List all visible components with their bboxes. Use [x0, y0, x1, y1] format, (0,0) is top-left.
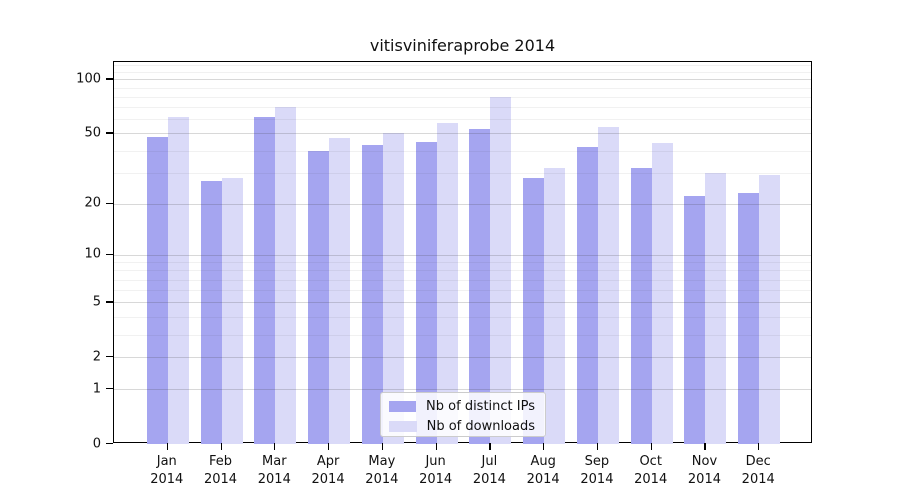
- x-tick-label-jul: Jul 2014: [472, 454, 506, 487]
- bar-downloads-aug: [544, 167, 566, 444]
- y-tick-mark-0: [106, 443, 113, 445]
- gridline-minor-4: [114, 316, 811, 318]
- y-tick-label-0: 0: [92, 436, 101, 451]
- gridline-minor-80: [114, 96, 811, 98]
- bar-distinct-ips-apr: [308, 150, 330, 444]
- bar-distinct-ips-aug: [523, 178, 545, 444]
- gridline-20: [114, 203, 811, 205]
- bar-distinct-ips-jul: [469, 128, 491, 444]
- gridline-minor-70: [114, 107, 811, 109]
- y-tick-mark-10: [106, 253, 113, 255]
- legend-label-downloads: Nb of downloads: [426, 419, 535, 434]
- x-tick-label-oct: Oct 2014: [634, 454, 668, 487]
- gridline-2: [114, 357, 811, 359]
- legend-label-distinct-ips: Nb of distinct IPs: [426, 399, 535, 414]
- bar-downloads-jul: [490, 96, 512, 444]
- gridline-minor-90: [114, 87, 811, 89]
- gridline-minor-40: [114, 150, 811, 152]
- bar-distinct-ips-jan: [146, 136, 168, 444]
- gridline-minor-120: [114, 65, 811, 67]
- x-tick-mark-jan: [166, 443, 168, 450]
- y-tick-mark-20: [106, 202, 113, 204]
- bar-downloads-feb: [221, 178, 243, 444]
- bar-downloads-sep: [597, 127, 619, 444]
- gridline-1: [114, 389, 811, 391]
- x-tick-mark-nov: [704, 443, 706, 450]
- gridline-minor-6: [114, 290, 811, 292]
- legend-swatch-distinct-ips: [389, 401, 417, 412]
- bar-distinct-ips-dec: [738, 192, 760, 444]
- x-tick-mark-feb: [220, 443, 222, 450]
- y-tick-mark-50: [106, 132, 113, 134]
- bar-downloads-jun: [436, 123, 458, 444]
- bar-distinct-ips-may: [361, 145, 383, 444]
- x-tick-mark-sep: [596, 443, 599, 450]
- x-tick-mark-oct: [650, 443, 652, 450]
- y-tick-label-10: 10: [84, 246, 101, 262]
- y-tick-label-20: 20: [84, 195, 101, 211]
- x-tick-label-may: May 2014: [365, 454, 399, 487]
- legend-swatch-downloads: [389, 421, 417, 432]
- x-tick-mark-may: [381, 443, 384, 450]
- y-tick-mark-2: [106, 356, 113, 358]
- y-tick-mark-100: [106, 78, 113, 80]
- x-tick-label-sep: Sep 2014: [580, 454, 614, 487]
- gridline-50: [114, 133, 811, 135]
- bar-distinct-ips-nov: [684, 196, 706, 444]
- x-tick-label-mar: Mar 2014: [257, 454, 291, 487]
- y-tick-label-5: 5: [92, 294, 101, 310]
- x-tick-label-jan: Jan 2014: [150, 454, 184, 487]
- gridline-minor-30: [114, 172, 811, 174]
- chart-title: vitisviniferaprobe 2014: [369, 36, 556, 55]
- bar-downloads-jan: [167, 116, 189, 444]
- x-tick-mark-dec: [758, 443, 760, 450]
- x-tick-label-aug: Aug 2014: [526, 454, 560, 487]
- gridline-minor-7: [114, 279, 811, 281]
- y-tick-label-2: 2: [92, 349, 101, 365]
- plot-area: [113, 61, 812, 444]
- bar-distinct-ips-jun: [415, 141, 437, 444]
- x-tick-mark-mar: [274, 443, 276, 450]
- gridline-10: [114, 254, 811, 256]
- bar-distinct-ips-feb: [200, 180, 222, 444]
- y-tick-label-1: 1: [92, 381, 101, 397]
- bar-downloads-mar: [275, 107, 297, 444]
- x-tick-label-feb: Feb 2014: [203, 454, 238, 487]
- bar-distinct-ips-oct: [630, 167, 652, 444]
- x-tick-mark-apr: [328, 443, 330, 450]
- bar-distinct-ips-sep: [576, 146, 598, 444]
- gridline-minor-9: [114, 262, 811, 264]
- bar-downloads-may: [382, 133, 404, 444]
- y-tick-mark-5: [106, 301, 113, 303]
- y-tick-label-50: 50: [84, 125, 101, 141]
- gridline-minor-8: [114, 270, 811, 272]
- bar-downloads-nov: [705, 172, 727, 444]
- y-tick-mark-1: [106, 388, 113, 390]
- x-tick-label-apr: Apr 2014: [311, 454, 345, 487]
- bar-downloads-apr: [329, 138, 351, 444]
- legend-row-downloads: Nb of downloads: [389, 419, 535, 434]
- y-tick-label-100: 100: [76, 71, 101, 87]
- bar-downloads-oct: [651, 143, 673, 444]
- legend-row-distinct-ips: Nb of distinct IPs: [389, 399, 535, 414]
- x-tick-label-nov: Nov 2014: [687, 454, 721, 487]
- gridline-minor-110: [114, 72, 811, 73]
- x-tick-mark-jun: [435, 443, 437, 450]
- x-tick-label-jun: Jun 2014: [419, 454, 453, 487]
- x-tick-mark-aug: [543, 443, 545, 450]
- x-tick-mark-jul: [489, 443, 491, 450]
- x-tick-label-dec: Dec 2014: [741, 454, 775, 487]
- gridline-minor-60: [114, 119, 811, 121]
- gridline-100: [114, 79, 811, 81]
- gridline-minor-3: [114, 334, 811, 336]
- gridline-5: [114, 302, 811, 304]
- bar-distinct-ips-mar: [254, 116, 276, 444]
- legend: Nb of distinct IPs Nb of downloads: [380, 392, 546, 437]
- bar-downloads-dec: [759, 175, 781, 444]
